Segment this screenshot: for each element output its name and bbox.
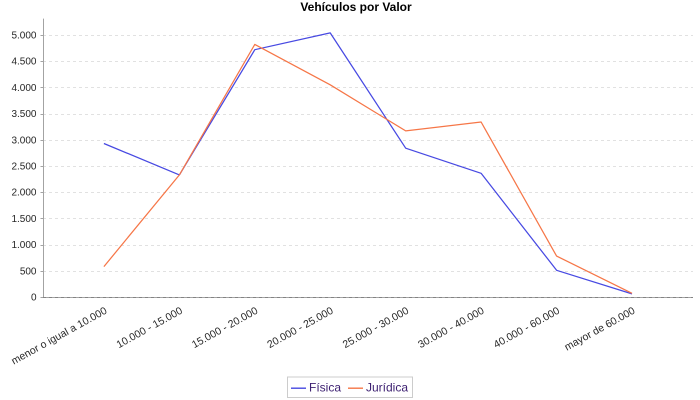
svg-text:Física: Física <box>309 381 341 395</box>
svg-text:40.000 - 60.000: 40.000 - 60.000 <box>492 305 562 351</box>
svg-text:20.000 - 25.000: 20.000 - 25.000 <box>265 305 335 351</box>
svg-text:2.000: 2.000 <box>11 188 36 199</box>
svg-text:Vehículos por Valor: Vehículos por Valor <box>300 0 412 14</box>
svg-text:25.000 - 30.000: 25.000 - 30.000 <box>341 305 411 351</box>
svg-text:menor o igual a 10.000: menor o igual a 10.000 <box>9 305 109 368</box>
svg-text:mayor de 60.000: mayor de 60.000 <box>563 305 638 354</box>
svg-text:500: 500 <box>20 266 37 277</box>
svg-text:1.000: 1.000 <box>11 240 36 251</box>
svg-text:10.000 - 15.000: 10.000 - 15.000 <box>114 305 184 351</box>
svg-text:30.000 - 40.000: 30.000 - 40.000 <box>416 305 486 351</box>
svg-text:2.500: 2.500 <box>11 162 36 173</box>
svg-text:3.500: 3.500 <box>11 109 36 120</box>
svg-text:15.000 - 20.000: 15.000 - 20.000 <box>190 305 260 351</box>
svg-text:4.500: 4.500 <box>11 57 36 68</box>
svg-text:3.000: 3.000 <box>11 135 36 146</box>
svg-text:1.500: 1.500 <box>11 214 36 225</box>
svg-text:0: 0 <box>31 293 37 304</box>
svg-text:5.000: 5.000 <box>11 31 36 42</box>
svg-text:4.000: 4.000 <box>11 83 36 94</box>
svg-text:Jurídica: Jurídica <box>366 381 408 395</box>
